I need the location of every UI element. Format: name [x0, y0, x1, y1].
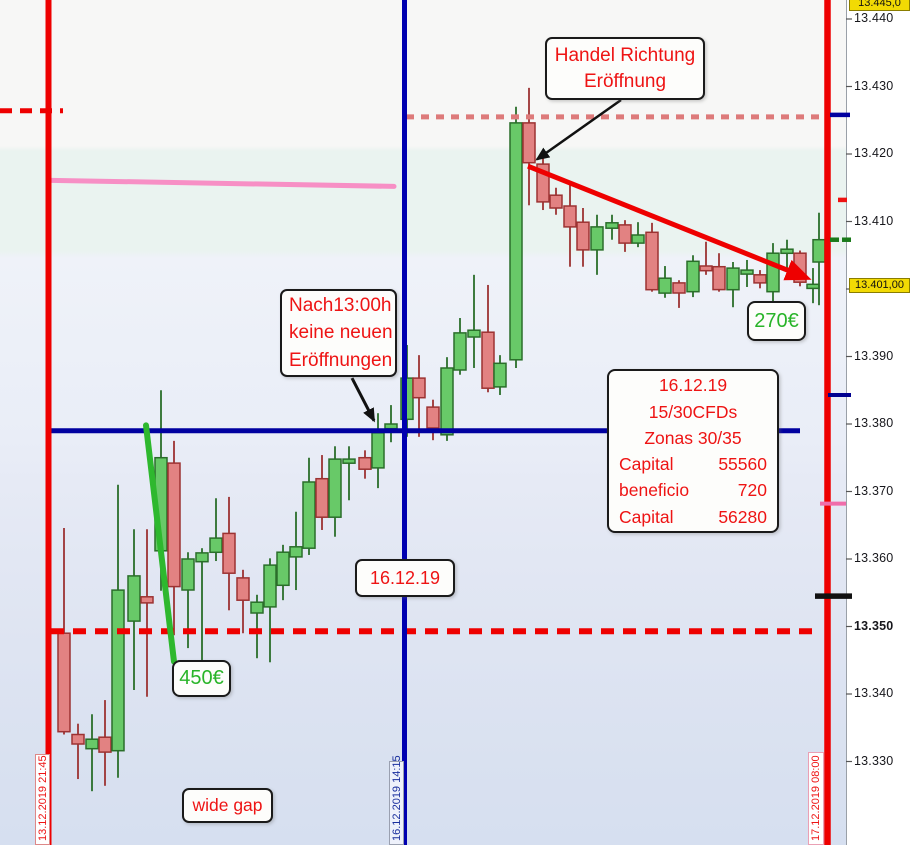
summary-row-label: Capital — [619, 454, 674, 474]
candle-body — [576, 221, 590, 251]
candle-body — [328, 458, 342, 518]
candle-body — [726, 267, 740, 291]
no-open-annotation-arrow — [350, 377, 376, 423]
green-trendline — [143, 422, 177, 665]
candle-body — [85, 738, 99, 750]
candle-body — [618, 224, 632, 244]
annotation-trade-direction[interactable]: Handel Richtung Eröffnung — [545, 37, 705, 100]
summary-row-label: Capital — [619, 506, 674, 527]
candle-body — [236, 577, 250, 601]
timestamp-right-label: 17.12.2019 08:00 — [810, 755, 822, 841]
summary-row-label: beneficio — [619, 480, 690, 501]
candle-body — [315, 477, 329, 518]
candle-body — [358, 456, 372, 470]
price-axis-background — [846, 0, 919, 845]
trade-direction-arrow — [527, 163, 812, 281]
candle-body — [371, 432, 385, 469]
wide-gap-label: wide gap — [192, 795, 263, 815]
candle-body — [289, 546, 303, 558]
candle-body — [57, 632, 71, 733]
candle-body — [98, 736, 112, 753]
candle-body — [740, 269, 754, 275]
candle-body — [276, 551, 290, 587]
candle-body — [686, 260, 700, 293]
timestamp-middle-label: 16.12.2019 14:15 — [391, 755, 403, 841]
annotation-profit-270[interactable]: 270€ — [747, 301, 806, 341]
candle-body — [605, 222, 619, 229]
candle-body — [250, 601, 264, 614]
candle-body — [426, 406, 440, 429]
annotation-line: keine neuen — [289, 322, 393, 344]
candle-body — [384, 423, 398, 430]
candle-body — [549, 194, 563, 209]
candle-body — [111, 589, 125, 752]
candle-body — [181, 558, 195, 591]
profit-label: 450€ — [179, 667, 224, 689]
annotation-line: Eröffnungen — [289, 349, 393, 371]
summary-cfds: 15/30CFDs — [648, 401, 738, 422]
candle-body — [658, 277, 672, 294]
annotation-wide-gap[interactable]: wide gap — [182, 788, 273, 823]
summary-row: beneficio 720 — [609, 477, 777, 503]
candle-body — [509, 122, 523, 361]
timestamp-right: 17.12.2019 08:00 — [808, 752, 824, 845]
profit-label: 270€ — [754, 309, 799, 332]
summary-row: Capital 55560 — [609, 451, 777, 477]
candle-body — [342, 458, 356, 464]
open-annotation-arrow — [535, 98, 622, 161]
candle-body — [645, 231, 659, 291]
candle-body — [712, 265, 726, 291]
candle-body — [209, 537, 223, 554]
candle-body — [563, 205, 577, 228]
summary-row-value: 55560 — [718, 454, 767, 474]
candle-body — [766, 252, 780, 293]
candle-body — [440, 367, 454, 436]
candle-body — [140, 596, 154, 604]
annotation-account-summary[interactable]: 16.12.19 15/30CFDs Zonas 30/35 Capital 5… — [607, 369, 779, 533]
candle-body — [590, 226, 604, 251]
summary-row-value: 720 — [737, 480, 767, 501]
candle-body — [222, 532, 236, 574]
candle-body — [672, 282, 686, 294]
annotation-no-new-opens[interactable]: Nach13:00h keine neuen Eröffnungen — [280, 289, 397, 377]
session-date-label: 16.12.19 — [369, 567, 441, 588]
candle-body — [453, 332, 467, 371]
annotation-line: Eröffnung — [583, 70, 667, 92]
candle-body — [195, 552, 209, 563]
summary-row: Capital 56280 — [609, 504, 777, 530]
timestamp-middle: 16.12.2019 14:15 — [389, 755, 404, 845]
timestamp-left-label: 13.12.2019 21:45 — [37, 755, 49, 841]
candle-body — [753, 274, 767, 284]
candle-body — [412, 377, 426, 399]
timestamp-left: 13.12.2019 21:45 — [35, 754, 50, 845]
annotation-line: Nach13:00h — [289, 294, 392, 316]
candle-body — [699, 265, 713, 272]
candle-body — [806, 283, 820, 290]
candle-body — [631, 234, 645, 244]
candle-body — [71, 733, 85, 745]
annotation-profit-450[interactable]: 450€ — [172, 660, 231, 697]
summary-zones: Zonas 30/35 — [644, 427, 742, 448]
candle-body — [302, 481, 316, 549]
annotation-session-date[interactable]: 16.12.19 — [355, 559, 455, 597]
candle-body — [167, 462, 181, 588]
pink-level-line — [48, 177, 397, 189]
annotation-line: Handel Richtung — [554, 44, 696, 66]
candle-body — [522, 122, 536, 164]
summary-row-value: 56280 — [718, 506, 767, 527]
candle-body — [481, 331, 495, 389]
candle-body — [493, 362, 507, 388]
candle-body — [467, 329, 481, 338]
candle-body — [263, 564, 277, 608]
candle-body — [812, 238, 826, 263]
candle-body — [127, 575, 141, 622]
summary-date: 16.12.19 — [658, 375, 728, 396]
candle-body — [780, 248, 794, 255]
